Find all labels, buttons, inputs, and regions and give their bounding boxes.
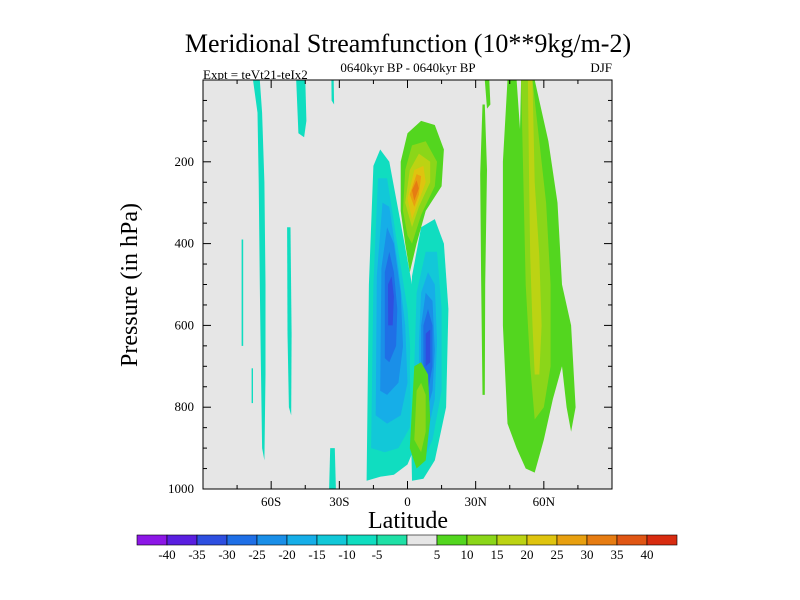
colorbar-swatch	[136, 534, 168, 546]
colorbar-label: 35	[611, 547, 624, 562]
colorbar-label: 25	[551, 547, 564, 562]
x-tick-label: 30N	[464, 494, 487, 509]
colorbar-label: 20	[521, 547, 534, 562]
chart-subtitle: 0640kyr BP - 0640kyr BP	[340, 60, 475, 75]
colorbar-label: 30	[581, 547, 594, 562]
y-tick-label: 400	[175, 236, 195, 251]
x-tick-label: 60N	[533, 494, 556, 509]
contour-sc-inner	[388, 276, 394, 326]
colorbar-label: -35	[188, 547, 205, 562]
contour-nh-thin-band	[480, 104, 487, 395]
contour-sh-band-small	[241, 239, 244, 346]
contour-sh-band-small-2	[251, 368, 253, 404]
contour-nc-inner	[425, 329, 431, 367]
colorbar-swatch	[526, 534, 558, 546]
colorbar-label: -5	[372, 547, 383, 562]
colorbar-swatch	[406, 534, 438, 546]
colorbar-swatch	[496, 534, 528, 546]
colorbar-label: -20	[278, 547, 295, 562]
colorbar-swatch	[166, 534, 198, 546]
colorbar-label: -25	[248, 547, 265, 562]
colorbar-swatch	[646, 534, 678, 546]
plot-area	[203, 80, 612, 489]
y-tick-label: 800	[175, 399, 195, 414]
contour-sh-midlat-band	[287, 227, 292, 416]
colorbar-swatch	[466, 534, 498, 546]
colorbar-swatch	[436, 534, 468, 546]
y-tick-label: 1000	[168, 481, 194, 496]
colorbar-label: -10	[338, 547, 355, 562]
chart-title: Meridional Streamfunction (10**9kg/m-2)	[185, 29, 631, 58]
y-tick-label: 200	[175, 154, 195, 169]
colorbar-swatch	[226, 534, 258, 546]
contour-sh-top-strip	[331, 80, 335, 105]
colorbar-swatch	[586, 534, 618, 546]
y-tick-label: 600	[175, 317, 195, 332]
colorbar-label: 5	[434, 547, 441, 562]
colorbar-label: -40	[158, 547, 175, 562]
colorbar-label: 40	[641, 547, 654, 562]
contour-sh-highlat-band	[253, 80, 266, 461]
colorbar: -40 -35 -30 -25 -20 -15 -10 -5 5 10 15 20 25 30 35 40	[136, 534, 678, 562]
colorbar-swatch	[196, 534, 228, 546]
colorbar-label: -30	[218, 547, 235, 562]
colorbar-label: 15	[491, 547, 504, 562]
contour-lower-positive-inner	[414, 382, 426, 453]
colorbar-label: 10	[461, 547, 474, 562]
x-tick-label: 0	[404, 494, 411, 509]
contour-sh-upper-blob	[296, 80, 307, 138]
colorbar-swatch	[286, 534, 318, 546]
colorbar-swatch	[256, 534, 288, 546]
colorbar-swatch	[556, 534, 588, 546]
colorbar-swatch	[316, 534, 348, 546]
y-axis-label: Pressure (in hPa)	[117, 203, 143, 367]
contour-nh-upper-blob	[484, 80, 491, 109]
season-label: DJF	[590, 60, 612, 75]
x-axis-label: Latitude	[368, 508, 448, 534]
colorbar-swatch	[616, 534, 648, 546]
contour-sh-base-strip	[329, 448, 336, 489]
contour-ferrel-3	[527, 80, 542, 375]
x-tick-label: 30S	[329, 494, 349, 509]
colorbar-swatch	[376, 534, 408, 546]
x-tick-label: 60S	[261, 494, 281, 509]
experiment-label: Expt = teVt21-teIx2	[203, 67, 308, 82]
contour-upper-positive-core	[412, 180, 419, 201]
colorbar-swatch	[346, 534, 378, 546]
colorbar-label: -15	[308, 547, 325, 562]
